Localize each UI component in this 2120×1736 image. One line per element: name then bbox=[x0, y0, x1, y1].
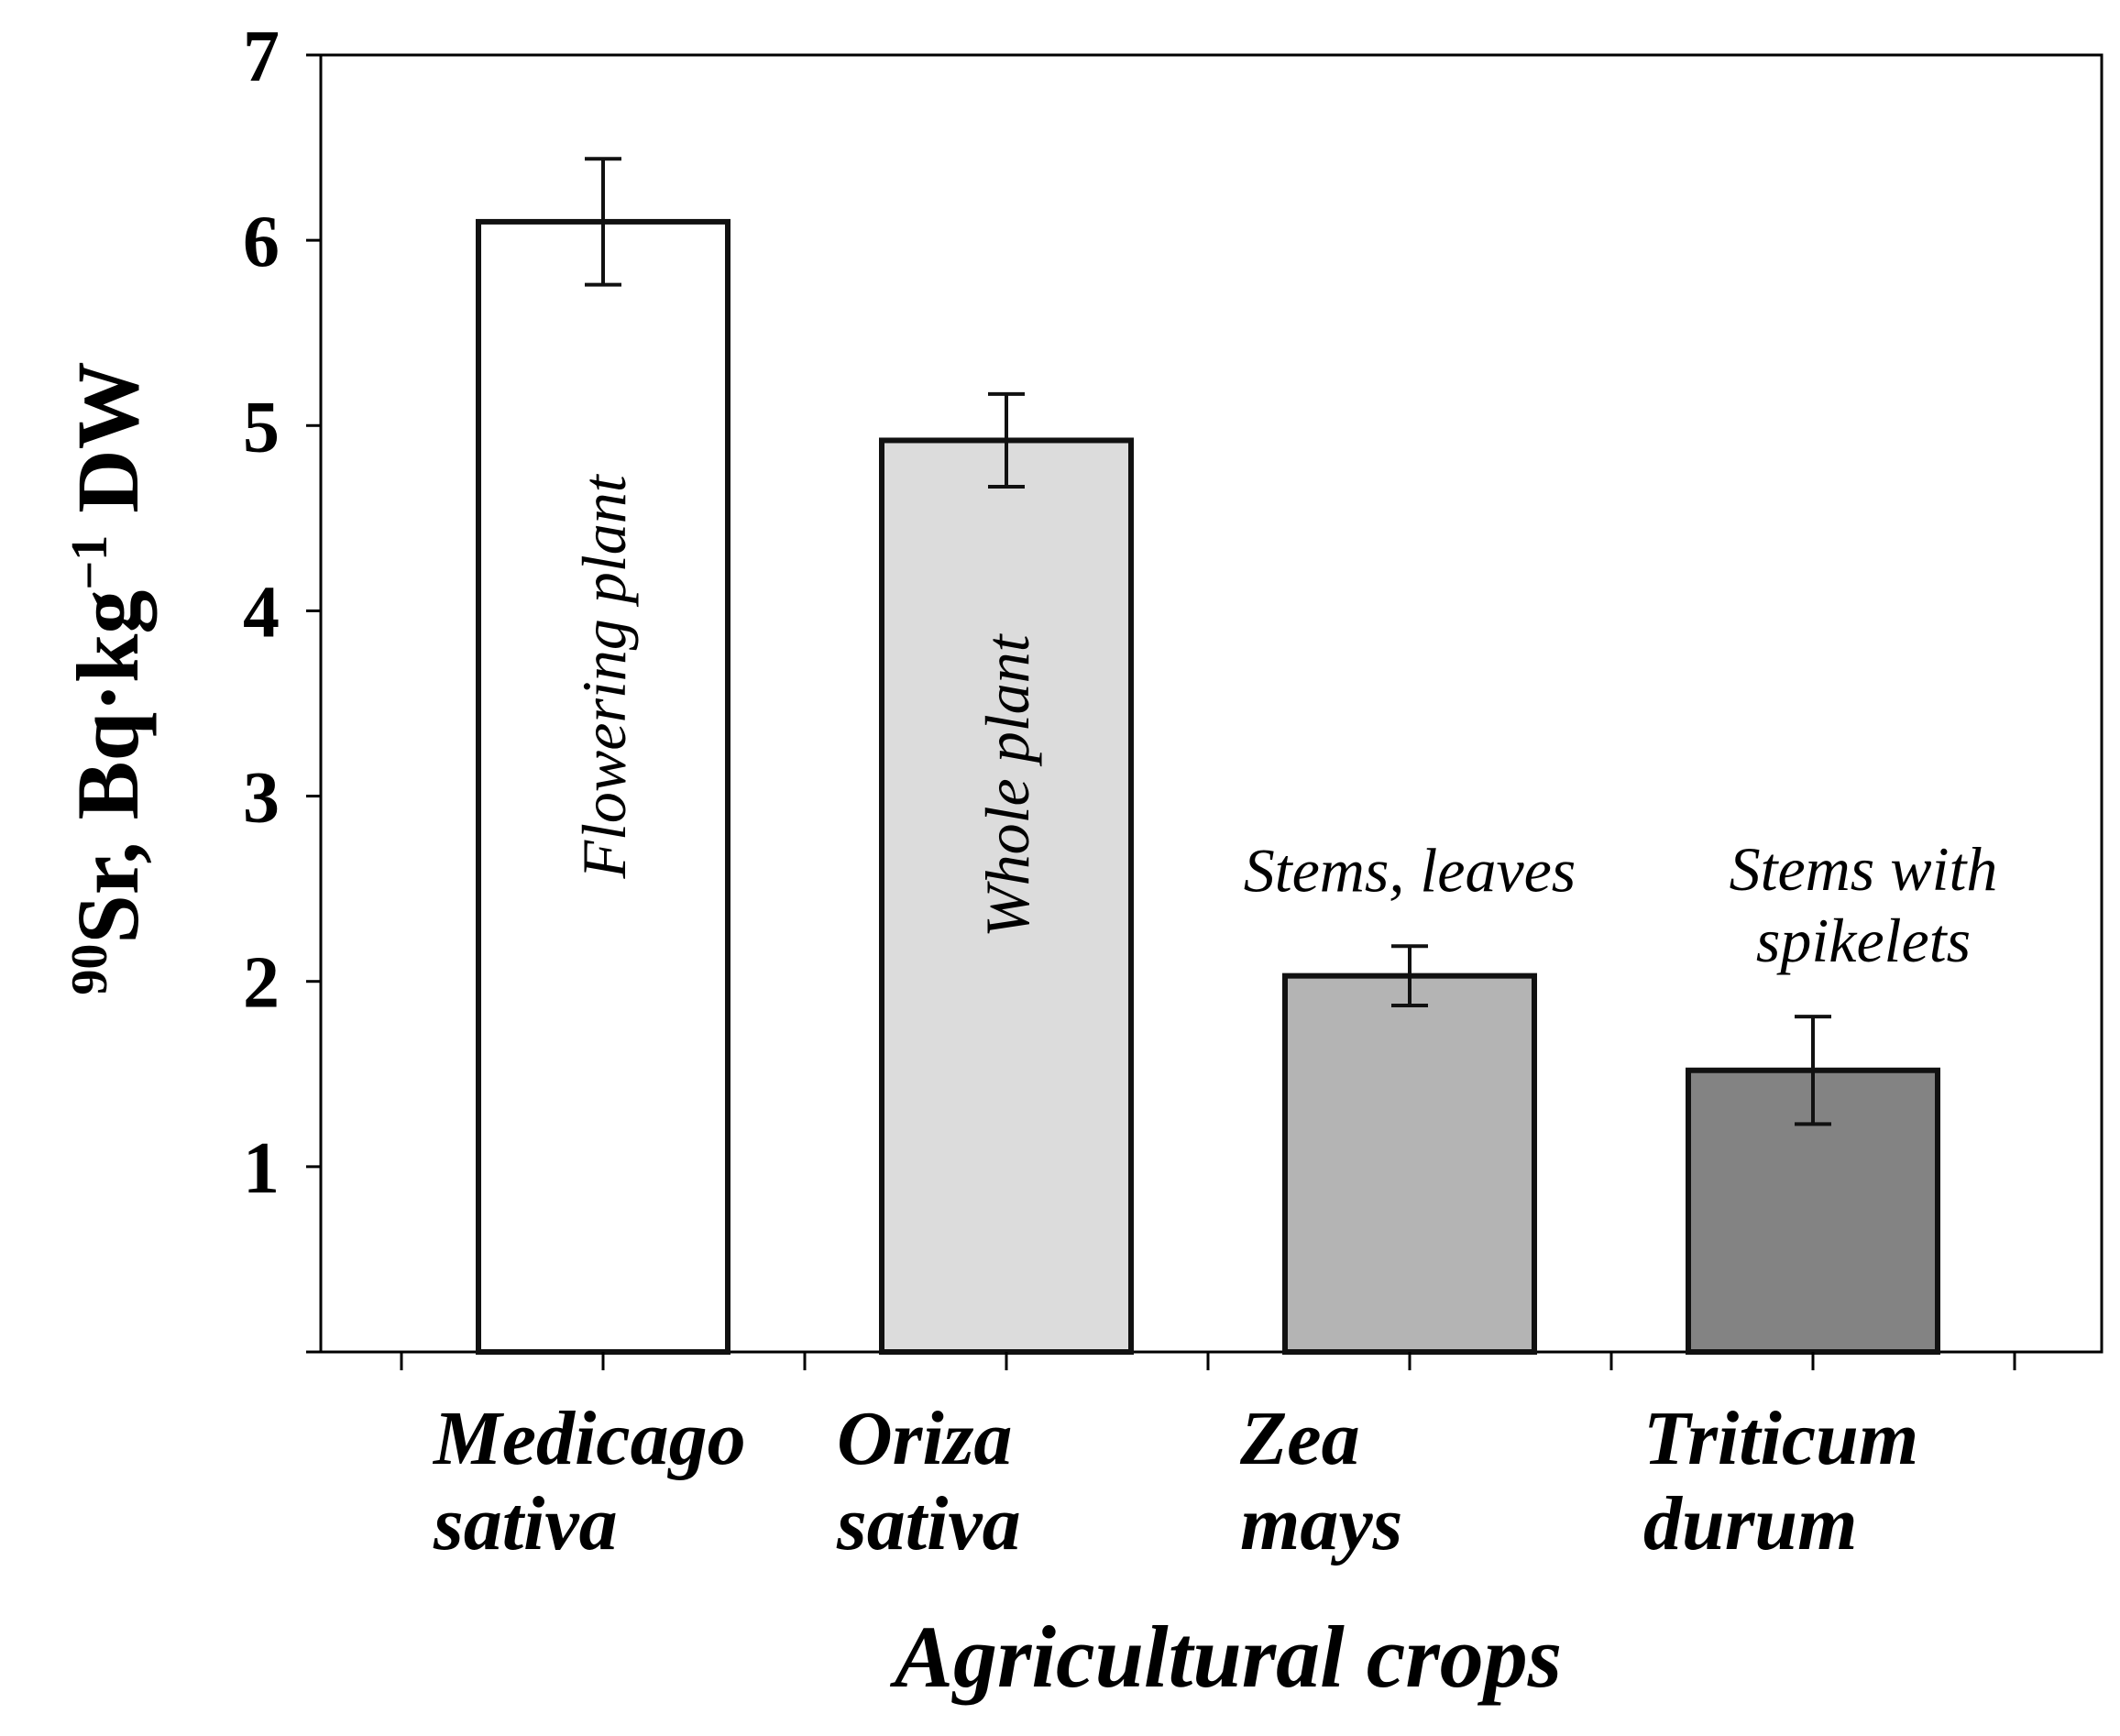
bar-0 bbox=[476, 218, 730, 1355]
bar-annotation-line: Stems with bbox=[1730, 834, 1998, 904]
category-label-line: Medicago bbox=[432, 1396, 746, 1481]
bar-annotation-3: Stems with spikelets bbox=[1730, 834, 1998, 975]
bar-2 bbox=[1282, 972, 1537, 1356]
y-axis-title: 90Sr, Bq·kg−1 DW bbox=[59, 361, 157, 994]
bar-annotation-2: Stems, leaves bbox=[1244, 835, 1576, 905]
category-label-line: Zea bbox=[1239, 1396, 1360, 1481]
y-axis-title-tail: DW bbox=[59, 361, 157, 534]
category-label-line: Oriza bbox=[837, 1396, 1012, 1481]
bar-annotation-line: Stems, leaves bbox=[1244, 835, 1576, 905]
y-tick-label-4: 4 bbox=[243, 572, 280, 653]
y-axis-title-main: Sr, Bq·kg bbox=[59, 590, 157, 944]
category-label-1: Oriza sativa bbox=[836, 1396, 1021, 1566]
y-tick-label-7: 7 bbox=[243, 16, 280, 97]
y-tick-label-3: 3 bbox=[243, 758, 280, 839]
x-axis-title: Agricultural crops bbox=[890, 1608, 1562, 1706]
y-axis-title-sup2: −1 bbox=[61, 535, 118, 590]
category-label-line: Triticum bbox=[1643, 1396, 1918, 1481]
y-tick-label-5: 5 bbox=[243, 387, 280, 467]
category-label-3: Triticum durum bbox=[1643, 1396, 1918, 1566]
y-tick-label-1: 1 bbox=[243, 1128, 280, 1209]
category-label-line: sativa bbox=[836, 1481, 1021, 1566]
category-label-line: mays bbox=[1240, 1481, 1402, 1566]
y-tick-label-2: 2 bbox=[243, 943, 280, 1024]
bar-annotation-0: Flowering plant bbox=[569, 473, 639, 879]
bar-annotation-1: Whole plant bbox=[972, 632, 1042, 938]
category-label-2: Zea mays bbox=[1239, 1396, 1402, 1566]
y-tick-label-6: 6 bbox=[243, 202, 280, 282]
bar-1 bbox=[879, 437, 1134, 1355]
category-label-line: durum bbox=[1643, 1481, 1857, 1566]
plot-frame bbox=[319, 53, 2104, 1354]
category-label-0: Medicago sativa bbox=[432, 1396, 746, 1566]
y-axis-title-sup: 90 bbox=[61, 944, 118, 995]
bar-annotation-line: spikelets bbox=[1756, 906, 1971, 975]
category-label-line: sativa bbox=[433, 1481, 618, 1566]
